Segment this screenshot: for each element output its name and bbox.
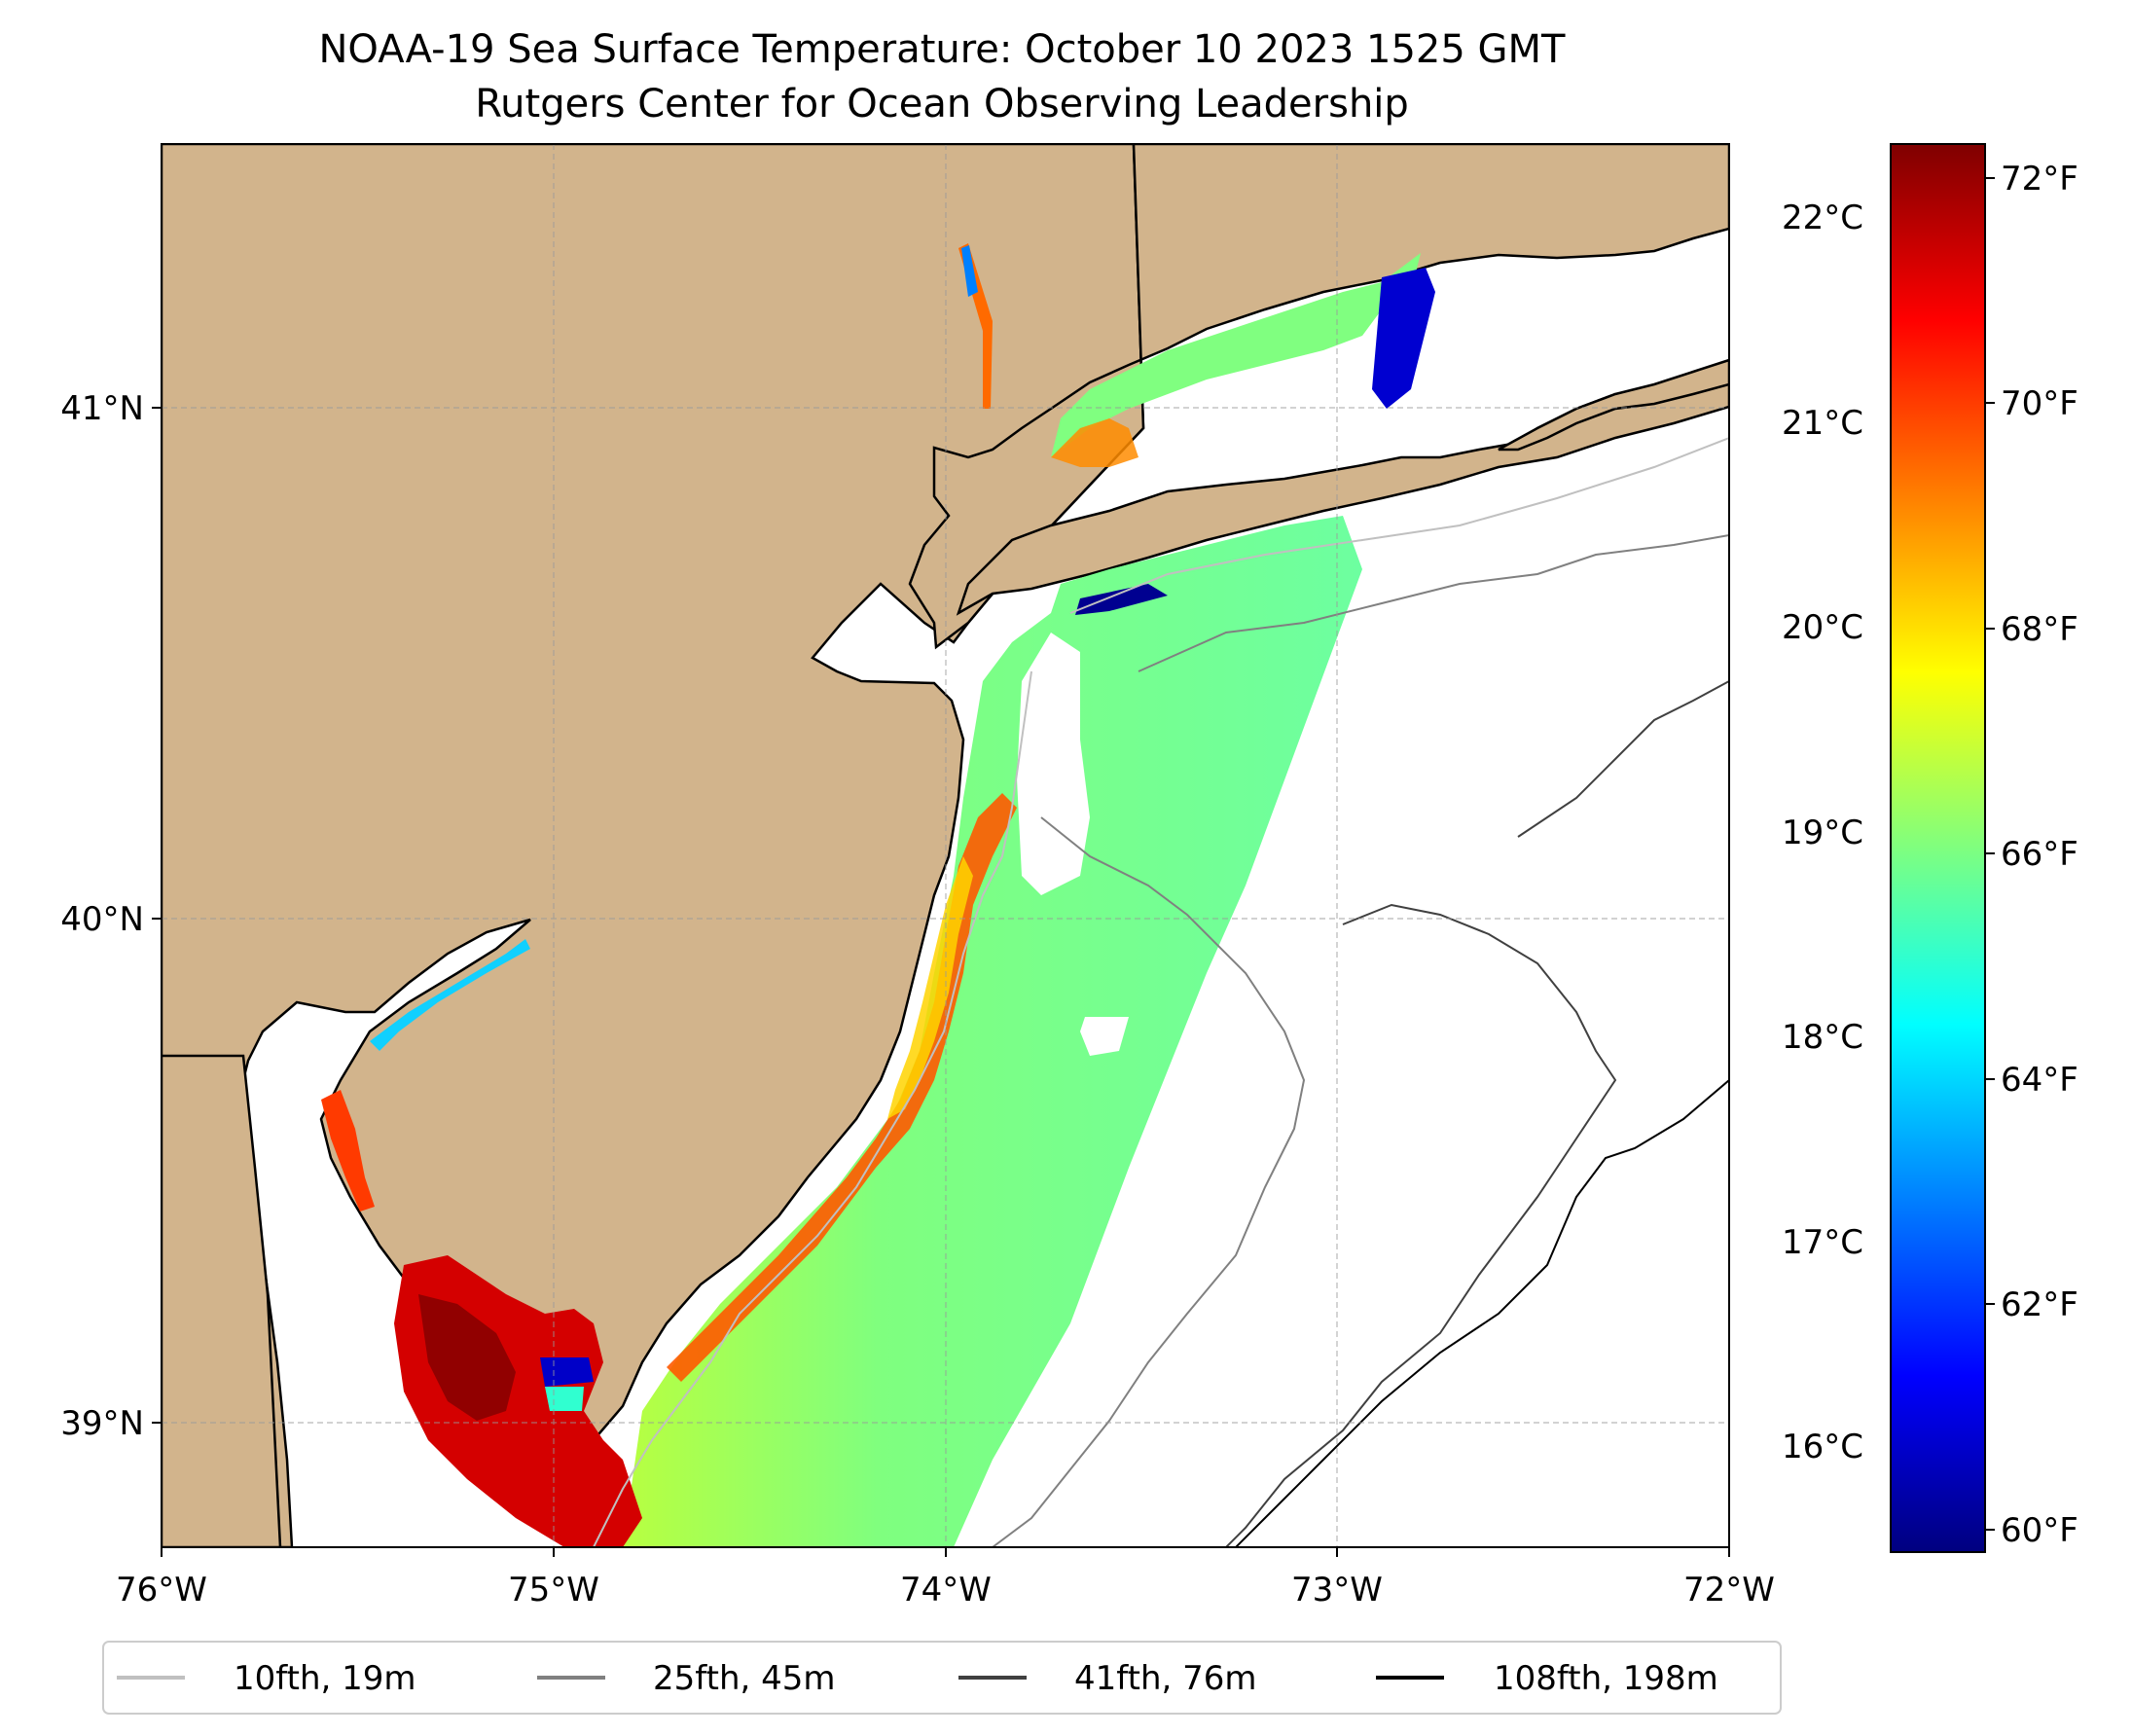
c-tick-16: 16°C <box>1782 1428 1863 1466</box>
sst-hudson-river-cold <box>961 245 978 297</box>
contour-25fth <box>992 816 1306 1547</box>
contour-41fth <box>1225 903 1617 1547</box>
f-tick-68: 68°F <box>2001 610 2078 649</box>
f-tick-60: 60°F <box>2001 1511 2078 1550</box>
c-tick-20: 20°C <box>1782 608 1863 647</box>
lat-tick-41n: 41°N <box>60 389 144 428</box>
contour-25fth-north <box>1138 534 1729 672</box>
sst-delaware-bay-cyan <box>545 1387 584 1411</box>
map-panel: 76°W 75°W 74°W 73°W 72°W 39°N 40°N 41°N <box>60 143 1775 1609</box>
contour-108fth <box>1235 1079 1729 1547</box>
c-tick-21: 21°C <box>1782 404 1863 443</box>
sst-hudson-river <box>958 243 993 409</box>
sst-long-island-sound-warm <box>1051 418 1138 467</box>
land <box>162 144 1729 1547</box>
sst-delaware-river-upper <box>370 939 530 1051</box>
sst-swath <box>321 243 1435 1547</box>
land-long-island-fork-north <box>1498 358 1729 452</box>
legend-item-25fth: 25fth, 45m <box>537 1659 836 1698</box>
legend-label-10fth: 10fth, 19m <box>234 1659 416 1698</box>
c-tick-17: 17°C <box>1782 1223 1863 1262</box>
legend-item-41fth: 41fth, 76m <box>958 1659 1257 1698</box>
lat-tick-39n: 39°N <box>60 1404 144 1443</box>
sst-white-gap-south <box>1080 1017 1129 1056</box>
sst-delaware-bay-cold <box>540 1357 594 1387</box>
f-tick-62: 62°F <box>2001 1285 2078 1324</box>
contour-41fth-north <box>1517 680 1729 838</box>
lon-tick-74w: 74°W <box>900 1571 992 1609</box>
land-new-york-connecticut <box>908 144 1729 650</box>
title-line-1: NOAA-19 Sea Surface Temperature: October… <box>319 27 1567 72</box>
gridlines <box>162 144 1729 1547</box>
sst-delaware-river <box>321 1090 375 1212</box>
legend-box <box>102 1641 1782 1715</box>
legend-label-108fth: 108fth, 198m <box>1494 1659 1718 1698</box>
sst-yellow-coastal-band <box>887 856 973 1119</box>
f-tick-72: 72°F <box>2001 160 2078 199</box>
bathymetry-contours <box>593 437 1729 1547</box>
lat-tick-40n: 40°N <box>60 900 144 939</box>
f-tick-66: 66°F <box>2001 835 2078 874</box>
c-tick-18: 18°C <box>1782 1018 1863 1057</box>
c-tick-19: 19°C <box>1782 814 1863 852</box>
legend-item-10fth: 10fth, 19m <box>117 1659 416 1698</box>
sst-long-island-sound <box>1051 253 1421 457</box>
lat-axis: 39°N 40°N 41°N <box>60 389 162 1443</box>
lon-tick-73w: 73°W <box>1291 1571 1383 1609</box>
sst-long-island-south-cold <box>1075 584 1168 615</box>
land-delaware <box>162 1054 282 1547</box>
lon-tick-76w: 76°W <box>116 1571 207 1609</box>
f-tick-64: 64°F <box>2001 1061 2078 1100</box>
legend-item-108fth: 108fth, 198m <box>1376 1659 1718 1698</box>
sst-warm-coastal-band <box>667 793 1017 1382</box>
contour-10fth <box>593 670 1032 1547</box>
lon-axis: 76°W 75°W 74°W 73°W 72°W <box>116 1547 1775 1609</box>
sst-delaware-bay-dark <box>418 1294 516 1421</box>
colorbar-gradient <box>1890 143 1986 1553</box>
sst-long-island-sound-cold <box>1372 268 1435 409</box>
c-tick-22: 22°C <box>1782 199 1863 237</box>
contour-10fth-north <box>1069 437 1729 614</box>
legend-label-25fth: 25fth, 45m <box>653 1659 836 1698</box>
colorbar-fahrenheit-axis: 60°F 62°F 64°F 66°F 68°F 70°F 72°F <box>1985 160 2078 1550</box>
title-line-2: Rutgers Center for Ocean Observing Leade… <box>475 82 1409 127</box>
lon-tick-75w: 75°W <box>508 1571 599 1609</box>
legend-label-41fth: 41fth, 76m <box>1074 1659 1257 1698</box>
f-tick-70: 70°F <box>2001 384 2078 423</box>
colorbar: 16°C 17°C 18°C 19°C 20°C 21°C 22°C 60°F … <box>1782 143 2078 1553</box>
legend: 10fth, 19m 25fth, 45m 41fth, 76m 108fth,… <box>102 1641 1782 1715</box>
lon-tick-72w: 72°W <box>1683 1571 1775 1609</box>
colorbar-celsius-axis: 16°C 17°C 18°C 19°C 20°C 21°C 22°C <box>1782 199 1863 1466</box>
sst-swath-offshore <box>623 516 1362 1547</box>
sst-white-gap <box>1017 633 1090 895</box>
